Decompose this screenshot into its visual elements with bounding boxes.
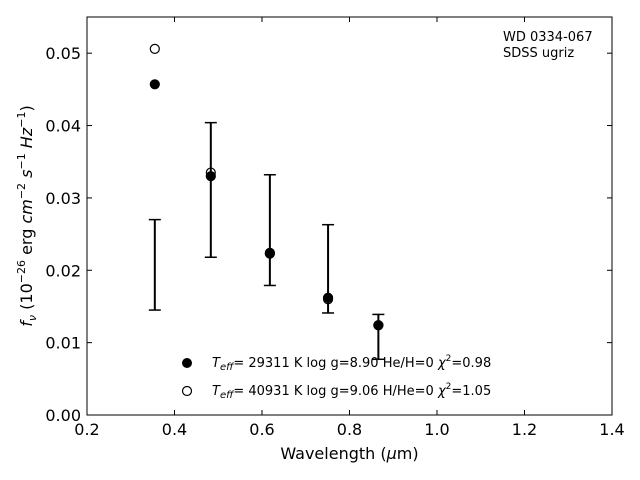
x-tick-label: 0.4 xyxy=(162,420,187,439)
legend: Teff= 29311 K log g=8.90 He/H=0 χ2=0.98 … xyxy=(181,354,491,401)
data-point-open xyxy=(373,320,384,331)
legend-logg-2: log g=9.06 xyxy=(307,384,379,399)
data-point-open xyxy=(264,248,275,259)
legend-chi-2: =1.05 xyxy=(451,384,491,399)
x-tick-label: 1.4 xyxy=(599,420,624,439)
data-point-filled xyxy=(205,171,216,182)
legend-marker-open xyxy=(181,385,193,397)
legend-chi-1: =0.98 xyxy=(451,356,491,371)
y-tick-label: 0.04 xyxy=(45,117,81,136)
x-tick-label: 0.8 xyxy=(337,420,362,439)
annotation-object: WD 0334-067 xyxy=(503,30,593,45)
legend-logg-1: log g=8.90 xyxy=(307,356,379,371)
x-tick-label: 0.6 xyxy=(249,420,274,439)
legend-teff-2: 40931 K xyxy=(248,384,302,399)
legend-comp-1: He/H=0 xyxy=(383,356,434,371)
legend-label-2: Teff= 40931 K log g=9.06 H/He=0 χ2=1.05 xyxy=(212,382,491,401)
x-tick-label: 0.2 xyxy=(74,420,99,439)
legend-label-1: Teff= 29311 K log g=8.90 He/H=0 χ2=0.98 xyxy=(212,354,491,373)
tick-group: 0.2 0.4 0.6 0.8 1.0 1.2 1.4 0.00 0.01 0.02 0.03 0.0… xyxy=(45,17,625,439)
data-point-filled xyxy=(149,79,160,90)
legend-marker-filled xyxy=(182,358,192,368)
x-tick-label: 1.0 xyxy=(424,420,449,439)
x-axis-label: Wavelength (μm) xyxy=(280,444,418,463)
y-axis-label: fν (10−26 erg cm−2 s−1 Hz−1) xyxy=(15,105,39,326)
y-tick-label: 0.03 xyxy=(45,189,81,208)
data-point-open xyxy=(149,43,160,54)
y-tick-label: 0.05 xyxy=(45,44,81,63)
y-tick-label: 0.01 xyxy=(45,334,81,353)
y-tick-label: 0.00 xyxy=(45,406,81,425)
legend-teff-1: 29311 K xyxy=(248,356,302,371)
x-tick-label: 1.2 xyxy=(512,420,537,439)
point-group xyxy=(149,43,384,331)
legend-comp-2: H/He=0 xyxy=(383,384,434,399)
data-point-open xyxy=(322,294,334,305)
errorbar-group xyxy=(148,121,385,361)
y-tick-label: 0.02 xyxy=(45,261,81,280)
annotation-survey: SDSS ugriz xyxy=(503,46,574,61)
data-point-open xyxy=(205,167,216,178)
